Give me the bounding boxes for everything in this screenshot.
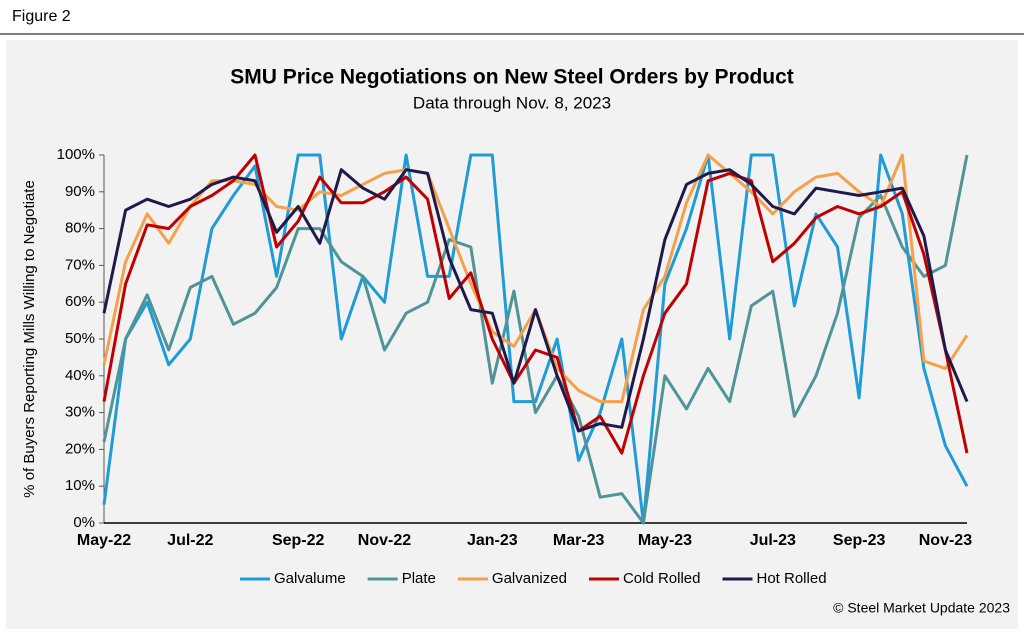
source-note: © Steel Market Update 2023 (833, 600, 1010, 616)
y-axis-title: % of Buyers Reporting Mills Willing to N… (21, 180, 38, 498)
x-tick-label: Jul-23 (750, 532, 796, 549)
series-line (102, 154, 969, 525)
y-tick-label: 0% (73, 514, 95, 531)
y-tick-label: 70% (65, 256, 95, 273)
y-tick-label: 50% (65, 330, 95, 347)
x-tick-label: Nov-22 (358, 532, 411, 549)
y-tick-label: 80% (65, 220, 95, 237)
chart-subtitle: Data through Nov. 8, 2023 (413, 93, 611, 112)
legend-label: Galvalume (274, 570, 346, 587)
y-tick-label: 10% (65, 477, 95, 494)
legend-label: Cold Rolled (623, 570, 701, 587)
series-line (102, 153, 969, 455)
x-tick-label: Jul-22 (167, 532, 213, 549)
y-tick-label: 20% (65, 440, 95, 457)
legend-label: Plate (402, 570, 436, 587)
x-tick-label: Jan-23 (467, 532, 518, 549)
chart-title: SMU Price Negotiations on New Steel Orde… (230, 66, 794, 89)
y-tick-label: 90% (65, 183, 95, 200)
y-tick-label: 100% (57, 146, 95, 163)
x-tick-label: Mar-23 (553, 532, 605, 549)
x-tick-label: May-23 (638, 532, 692, 549)
legend-label: Hot Rolled (757, 570, 827, 587)
x-tick-label: Nov-23 (919, 532, 972, 549)
y-tick-label: 60% (65, 293, 95, 310)
y-tick-label: 30% (65, 404, 95, 421)
x-tick-label: Sep-23 (833, 532, 886, 549)
y-tick-label: 40% (65, 367, 95, 384)
legend-label: Galvanized (492, 570, 567, 587)
series-line (102, 168, 969, 433)
series-line (102, 153, 969, 525)
figure-label: Figure 2 (12, 8, 71, 25)
x-tick-label: Sep-22 (272, 532, 325, 549)
x-tick-label: May-22 (77, 532, 131, 549)
